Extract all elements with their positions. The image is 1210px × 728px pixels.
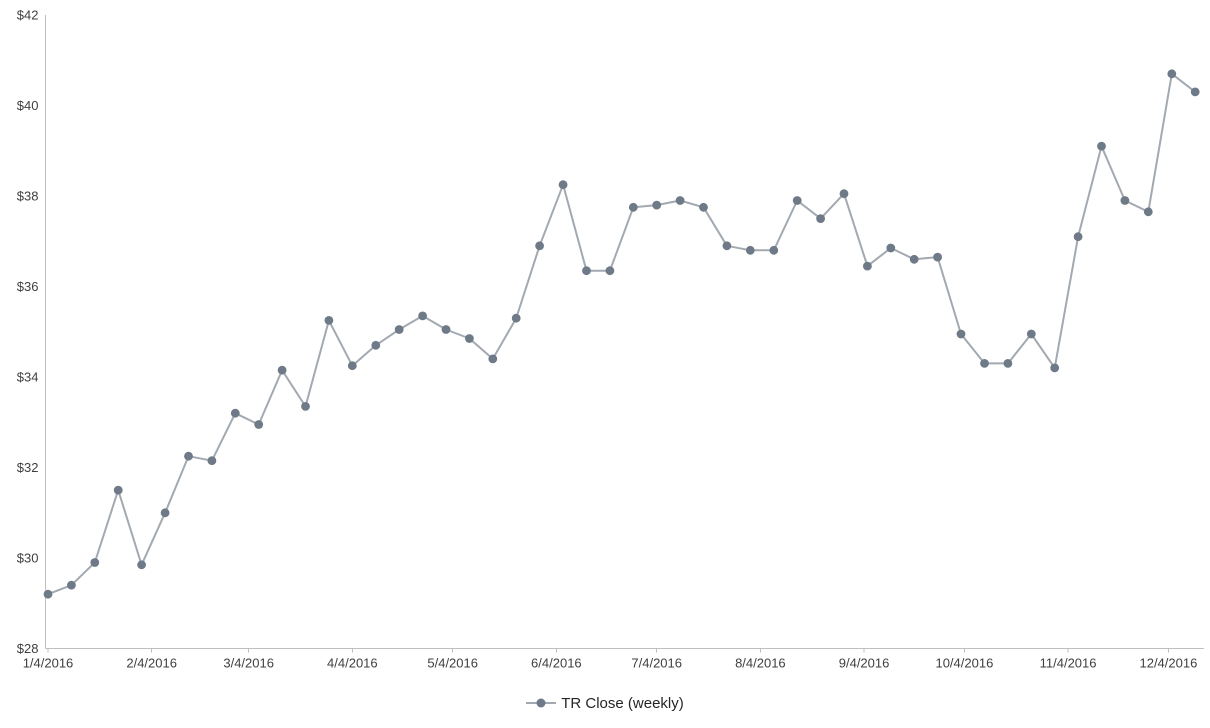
data-point-marker bbox=[675, 196, 685, 205]
data-point-marker bbox=[418, 311, 427, 321]
data-point-marker bbox=[980, 359, 989, 368]
x-axis-label: 6/4/2016 bbox=[531, 656, 582, 671]
data-point-marker bbox=[347, 361, 357, 371]
data-point-marker bbox=[184, 451, 193, 461]
data-point-marker bbox=[956, 329, 966, 339]
data-point-marker bbox=[1073, 232, 1083, 242]
data-point-marker bbox=[465, 334, 474, 343]
series-line bbox=[47, 72, 1197, 596]
y-axis-label: $38 bbox=[17, 189, 39, 204]
data-point-marker bbox=[769, 245, 779, 255]
data-point-marker bbox=[886, 243, 896, 253]
data-point-marker bbox=[605, 266, 615, 276]
data-point-marker bbox=[371, 340, 381, 350]
legend-label: TR Close (weekly) bbox=[561, 694, 684, 712]
legend-dot-icon bbox=[536, 698, 546, 708]
x-axis-label: 11/4/2016 bbox=[1040, 656, 1097, 671]
data-point-marker bbox=[441, 325, 451, 334]
data-point-marker bbox=[722, 241, 732, 251]
legend-line-marker-icon bbox=[526, 698, 557, 708]
data-point-marker bbox=[207, 456, 217, 466]
data-point-marker bbox=[863, 261, 872, 271]
data-point-marker bbox=[113, 485, 123, 495]
data-point-marker bbox=[535, 241, 544, 251]
data-point-marker bbox=[301, 402, 310, 411]
data-point-marker bbox=[1003, 359, 1013, 368]
data-point-marker bbox=[1143, 207, 1153, 217]
x-axis-label: 8/4/2016 bbox=[735, 656, 786, 671]
data-point-marker bbox=[277, 365, 287, 375]
x-axis-label: 5/4/2016 bbox=[427, 656, 478, 671]
data-point-marker bbox=[933, 252, 942, 262]
y-axis-label: $28 bbox=[17, 641, 39, 656]
data-point-marker bbox=[909, 254, 919, 264]
x-axis-label: 1/4/2016 bbox=[23, 656, 74, 671]
y-axis-label: $30 bbox=[17, 551, 39, 566]
data-point-marker bbox=[652, 200, 662, 210]
data-point-marker bbox=[816, 214, 825, 224]
x-axis-label: 10/4/2016 bbox=[935, 656, 993, 671]
legend: TR Close (weekly) bbox=[0, 691, 1210, 715]
data-point-marker bbox=[792, 196, 802, 205]
y-axis-label: $32 bbox=[17, 460, 39, 475]
data-point-marker bbox=[324, 316, 334, 325]
x-axis-label: 2/4/2016 bbox=[126, 656, 177, 671]
data-point-marker bbox=[90, 558, 100, 567]
data-point-marker bbox=[488, 354, 498, 364]
y-axis-label: $34 bbox=[17, 370, 39, 385]
data-point-marker bbox=[230, 408, 240, 418]
data-point-marker bbox=[254, 420, 264, 429]
data-point-marker bbox=[1120, 196, 1130, 205]
x-axis-label: 7/4/2016 bbox=[631, 656, 682, 671]
data-point-marker bbox=[1050, 363, 1060, 373]
data-point-marker bbox=[699, 202, 708, 212]
data-point-marker bbox=[43, 589, 53, 599]
data-point-marker bbox=[1097, 141, 1106, 151]
x-axis-label: 9/4/2016 bbox=[839, 656, 890, 671]
data-point-marker bbox=[628, 202, 638, 212]
data-point-marker bbox=[511, 313, 521, 323]
data-point-marker bbox=[137, 560, 147, 570]
data-point-marker bbox=[394, 325, 404, 334]
x-axis-label: 12/4/2016 bbox=[1139, 656, 1197, 671]
data-point-marker bbox=[1026, 329, 1036, 339]
data-point-marker bbox=[839, 189, 849, 199]
data-point-marker bbox=[558, 180, 568, 190]
data-point-marker bbox=[582, 266, 591, 276]
x-axis-label: 3/4/2016 bbox=[223, 656, 274, 671]
y-axis-label: $36 bbox=[17, 279, 39, 294]
x-axis-label: 4/4/2016 bbox=[327, 656, 378, 671]
data-point-marker bbox=[745, 245, 755, 255]
data-point-marker bbox=[1167, 69, 1177, 79]
data-point-marker bbox=[67, 580, 76, 590]
y-axis-label: $42 bbox=[17, 8, 39, 23]
data-point-marker bbox=[160, 508, 170, 518]
y-axis-label: $40 bbox=[17, 98, 39, 113]
data-point-marker bbox=[1190, 87, 1200, 97]
